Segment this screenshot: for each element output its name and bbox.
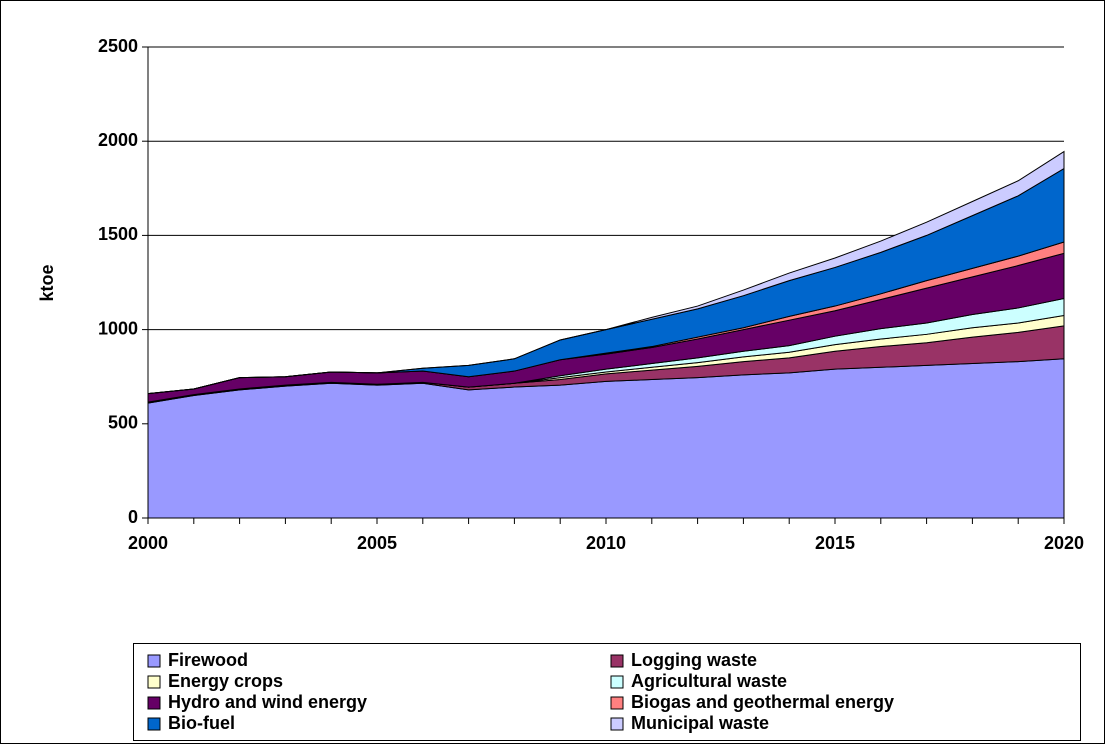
legend-swatch (610, 675, 624, 689)
legend-swatch (147, 654, 161, 668)
legend-label: Hydro and wind energy (168, 692, 367, 712)
legend-label: Logging waste (631, 650, 757, 670)
y-tick-label: 500 (108, 413, 138, 433)
area (147, 150, 1065, 395)
x-tick-label: 2000 (128, 533, 168, 553)
legend-label: Municipal waste (631, 713, 769, 733)
legend (133, 643, 1081, 741)
legend-swatch (147, 717, 161, 731)
y-axis-label: ktoe (37, 264, 57, 301)
legend-swatch (147, 696, 161, 710)
x-tick-label: 2015 (815, 533, 855, 553)
y-tick-label: 1500 (98, 224, 138, 244)
legend-label: Energy crops (168, 671, 283, 691)
y-tick-label: 1000 (98, 318, 138, 338)
y-tick-label: 0 (128, 507, 138, 527)
legend-label: Firewood (168, 650, 248, 670)
legend-swatch (610, 717, 624, 731)
legend-label: Agricultural waste (631, 671, 787, 691)
x-tick-label: 2005 (357, 533, 397, 553)
x-tick-label: 2020 (1044, 533, 1084, 553)
legend-swatch (147, 675, 161, 689)
x-tick-label: 2010 (586, 533, 626, 553)
y-tick-label: 2000 (98, 130, 138, 150)
y-tick-label: 2500 (98, 36, 138, 56)
legend-swatch (610, 654, 624, 668)
legend-swatch (610, 696, 624, 710)
legend-label: Biogas and geothermal energy (631, 692, 894, 712)
legend-label: Bio-fuel (168, 713, 235, 733)
